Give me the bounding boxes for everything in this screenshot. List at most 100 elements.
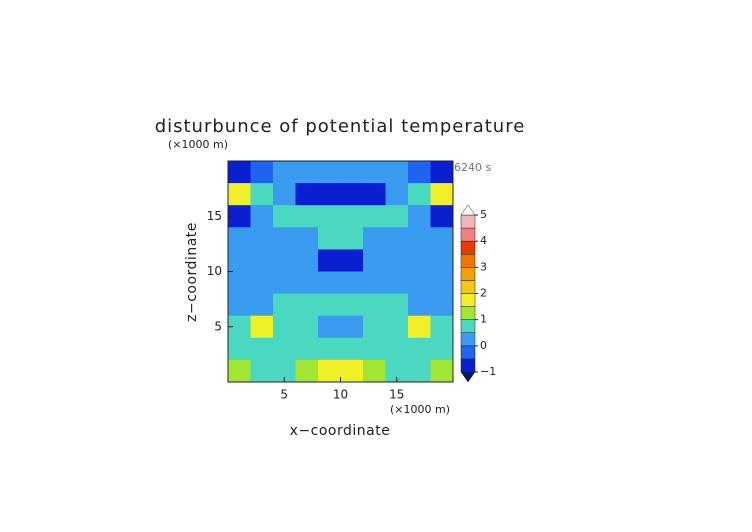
colorbar-tick-label: 3 bbox=[480, 260, 487, 273]
cell bbox=[318, 293, 341, 317]
cell bbox=[408, 205, 431, 228]
cell bbox=[340, 227, 364, 250]
colorbar-under bbox=[460, 371, 476, 383]
cell bbox=[430, 227, 454, 250]
chart-title: disturbunce of potential temperature bbox=[155, 116, 526, 137]
cell bbox=[363, 271, 386, 295]
x-tick-label: 15 bbox=[389, 388, 404, 402]
cell bbox=[228, 271, 251, 295]
cell bbox=[295, 359, 319, 383]
cell bbox=[228, 205, 251, 228]
cell bbox=[363, 249, 386, 272]
cell bbox=[408, 161, 431, 184]
cell bbox=[228, 315, 251, 339]
cell bbox=[250, 315, 274, 339]
colorbar-tick-label: 5 bbox=[480, 208, 487, 221]
cell bbox=[295, 227, 319, 250]
cell bbox=[430, 161, 454, 184]
cell bbox=[295, 337, 319, 361]
cell bbox=[430, 337, 454, 361]
cell bbox=[430, 183, 454, 206]
cell bbox=[273, 337, 296, 361]
cell bbox=[430, 271, 454, 295]
cell bbox=[430, 359, 454, 383]
cell bbox=[340, 205, 364, 228]
cell bbox=[228, 337, 251, 361]
cell bbox=[363, 359, 386, 383]
cell bbox=[363, 227, 386, 250]
cell bbox=[273, 205, 296, 228]
cell bbox=[408, 249, 431, 272]
cell bbox=[318, 183, 341, 206]
colorbar-band bbox=[460, 332, 476, 347]
colorbar-band bbox=[460, 358, 476, 373]
cell bbox=[363, 183, 386, 206]
cell bbox=[408, 315, 431, 339]
cell bbox=[295, 161, 319, 184]
y-unit: (×1000 m) bbox=[168, 138, 228, 151]
cell bbox=[250, 249, 274, 272]
cell bbox=[340, 161, 364, 184]
cell bbox=[385, 315, 409, 339]
cell bbox=[340, 249, 364, 272]
cell bbox=[408, 293, 431, 317]
y-tick-label: 10 bbox=[207, 264, 222, 278]
colorbar-band bbox=[460, 293, 476, 307]
cell bbox=[340, 271, 364, 295]
cell bbox=[250, 359, 274, 383]
cell bbox=[228, 359, 251, 383]
cell bbox=[250, 271, 274, 295]
cell bbox=[340, 315, 364, 339]
cell bbox=[273, 359, 296, 383]
cell bbox=[318, 337, 341, 361]
cell bbox=[295, 249, 319, 272]
x-axis-label: x−coordinate bbox=[290, 423, 391, 439]
cell bbox=[430, 205, 454, 228]
cell bbox=[408, 337, 431, 361]
cell bbox=[385, 161, 409, 184]
colorbar-band bbox=[460, 345, 476, 360]
cell bbox=[430, 293, 454, 317]
cell bbox=[318, 359, 341, 383]
cell bbox=[295, 315, 319, 339]
cell bbox=[250, 293, 274, 317]
colorbar-tick-label: 1 bbox=[480, 313, 487, 326]
cell bbox=[228, 227, 251, 250]
cell bbox=[228, 183, 251, 206]
cell bbox=[295, 205, 319, 228]
cell bbox=[318, 271, 341, 295]
cell bbox=[273, 271, 296, 295]
cell bbox=[273, 161, 296, 184]
cell bbox=[250, 183, 274, 206]
cell bbox=[318, 315, 341, 339]
y-tick-label: 15 bbox=[207, 209, 222, 223]
colorbar-band bbox=[460, 227, 476, 242]
colorbar-band bbox=[460, 319, 476, 333]
x-tick-label: 5 bbox=[280, 388, 288, 402]
cell bbox=[273, 249, 296, 272]
cell bbox=[363, 161, 386, 184]
x-tick-label: 10 bbox=[333, 388, 348, 402]
cell bbox=[273, 183, 296, 206]
cell bbox=[385, 249, 409, 272]
cell bbox=[430, 249, 454, 272]
cell bbox=[250, 161, 274, 184]
colorbar-band bbox=[460, 214, 476, 229]
cell bbox=[340, 183, 364, 206]
colorbar-band bbox=[460, 306, 476, 320]
cell bbox=[385, 183, 409, 206]
cell bbox=[385, 227, 409, 250]
cell bbox=[363, 315, 386, 339]
cell bbox=[250, 227, 274, 250]
cell bbox=[385, 293, 409, 317]
cell bbox=[385, 337, 409, 361]
cell bbox=[318, 249, 341, 272]
cell bbox=[318, 161, 341, 184]
cell bbox=[318, 205, 341, 228]
colorbar-tick-label: −1 bbox=[480, 365, 496, 378]
cell bbox=[363, 205, 386, 228]
annotation: 6240 s bbox=[454, 161, 491, 174]
cell bbox=[295, 183, 319, 206]
cell bbox=[385, 359, 409, 383]
